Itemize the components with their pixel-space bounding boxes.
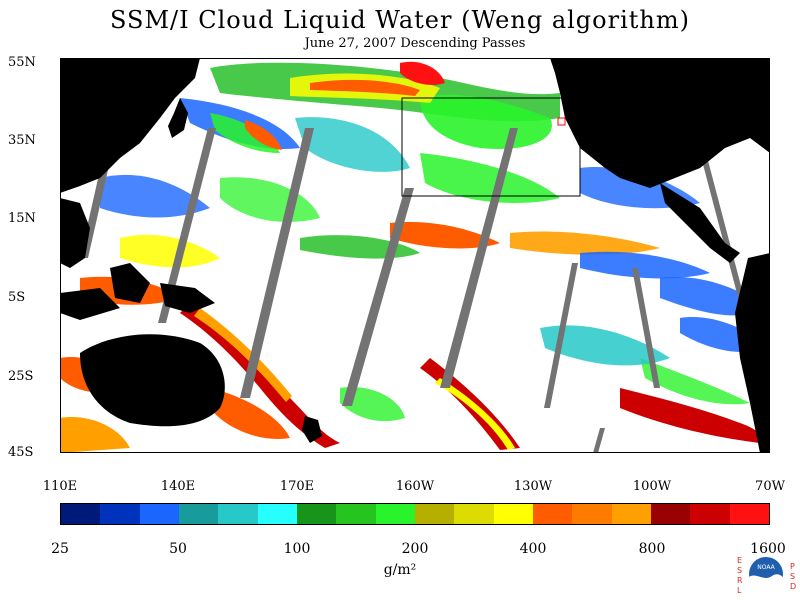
cloud-water-map (60, 58, 770, 453)
annotation-boxes (401, 97, 581, 197)
map-title: SSM/I Cloud Liquid Water (Weng algorithm… (109, 6, 690, 34)
colorbar-swatch-17 (729, 504, 769, 524)
logo-letter-e: E (737, 556, 743, 565)
colorbar-swatch-16 (690, 504, 730, 524)
colorbar-unit: g/m² (383, 562, 417, 578)
lon-label-170e: 170E (279, 479, 315, 494)
colorbar-label-200: 200 (401, 541, 429, 557)
colorbar-swatch-10 (454, 504, 494, 524)
map-frame (60, 58, 770, 453)
colorbar-label-25: 25 (51, 541, 69, 557)
colorbar-label-1600: 1600 (750, 541, 786, 557)
cloud-water-field (60, 61, 765, 453)
colorbar-swatch-3 (178, 504, 219, 524)
lon-label-140e: 140E (160, 479, 196, 494)
logo-letter-p: P (790, 562, 795, 571)
logo-letter-s2: S (790, 572, 796, 581)
esrl-psd-noaa-logo: NOAA E S R L P S D (734, 552, 798, 598)
colorbar-swatch-15 (650, 504, 691, 524)
noaa-emblem: NOAA (748, 557, 783, 595)
colorbar-swatch-0 (61, 504, 101, 524)
lat-label-5s: 5S (8, 290, 26, 305)
colorbar-swatch-5 (257, 504, 297, 524)
colorbar-label-800: 800 (638, 541, 666, 557)
lon-label-70w: 70W (755, 479, 785, 494)
colorbar (60, 503, 770, 525)
colorbar-swatch-9 (414, 504, 455, 524)
colorbar-swatch-6 (296, 504, 337, 524)
colorbar-swatch-4 (218, 504, 258, 524)
colorbar-swatch-8 (375, 504, 415, 524)
colorbar-swatch-12 (532, 504, 573, 524)
colorbar-swatch-14 (611, 504, 651, 524)
logo-letter-s: S (737, 566, 743, 575)
lat-label-45s: 45S (8, 445, 34, 460)
logo-letter-r: R (737, 576, 743, 585)
colorbar-swatch-7 (336, 504, 376, 524)
colorbar-swatch-11 (493, 504, 533, 524)
lon-label-130w: 130W (513, 479, 553, 494)
lon-label-110e: 110E (42, 479, 78, 494)
colorbar-label-100: 100 (283, 541, 311, 557)
map-subtitle: June 27, 2007 Descending Passes (304, 36, 526, 51)
logo-letter-d: D (790, 582, 797, 591)
lon-label-160w: 160W (395, 479, 435, 494)
colorbar-label-50: 50 (169, 541, 187, 557)
logo-letter-l: L (737, 586, 742, 595)
lat-label-15n: 15N (8, 211, 36, 226)
colorbar-swatch-2 (139, 504, 179, 524)
colorbar-swatch-1 (100, 504, 140, 524)
land-masses (60, 58, 770, 453)
lon-label-100w: 100W (632, 479, 672, 494)
lat-label-35n: 35N (8, 133, 36, 148)
noaa-emblem-text: NOAA (757, 564, 775, 571)
lat-label-25s: 25S (8, 369, 34, 384)
lat-label-55n: 55N (8, 55, 36, 70)
colorbar-label-400: 400 (519, 541, 547, 557)
colorbar-swatch-13 (572, 504, 612, 524)
